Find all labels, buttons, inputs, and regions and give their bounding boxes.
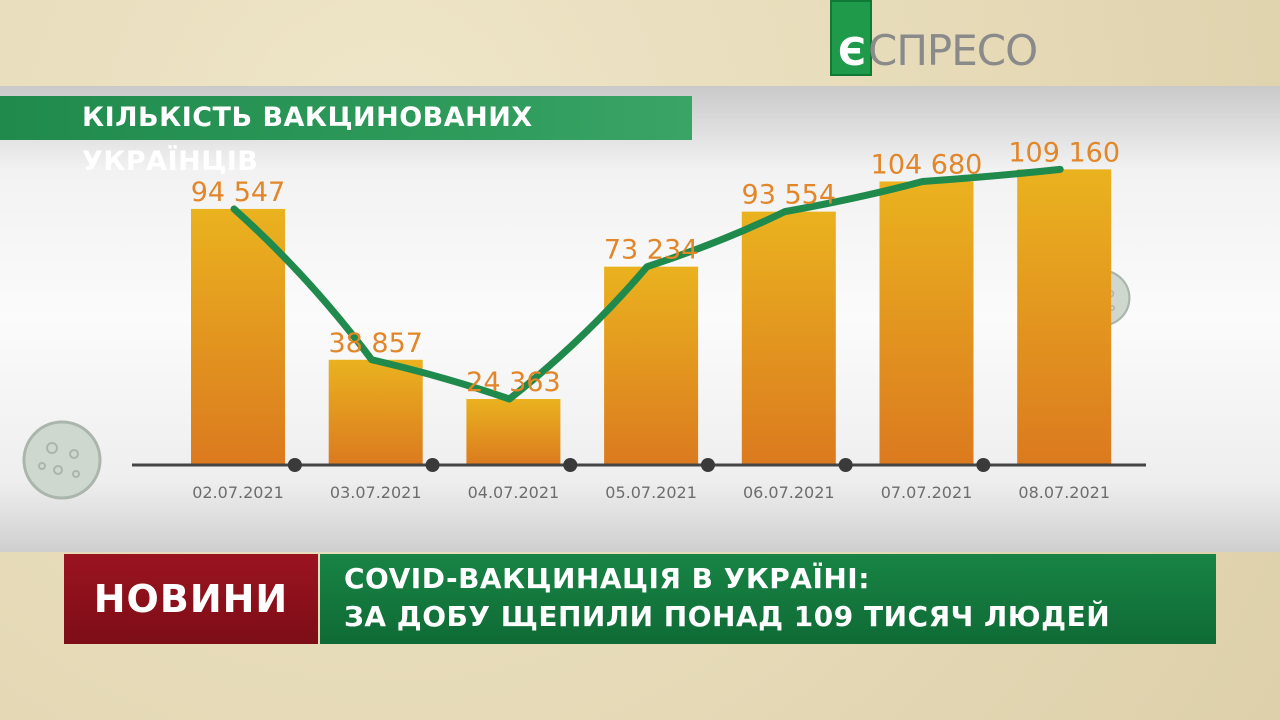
x-tick-label: 07.07.2021 xyxy=(881,483,973,502)
chart-title: КІЛЬКІСТЬ ВАКЦИНОВАНИХ УКРАЇНЦІВ xyxy=(0,96,692,177)
headline-box: COVID-ВАКЦИНАЦІЯ В УКРАЇНІ: ЗА ДОБУ ЩЕПИ… xyxy=(320,554,1216,644)
value-label: 94 547 xyxy=(191,177,285,208)
axis-dots-layer xyxy=(287,458,991,472)
value-label: 38 857 xyxy=(328,328,422,359)
bar-07.07.2021 xyxy=(879,181,974,465)
value-label: 109 160 xyxy=(1008,137,1120,168)
axis-dot xyxy=(287,458,302,472)
channel-logo: Є СПРЕСО xyxy=(830,0,1062,78)
value-label: 104 680 xyxy=(871,149,983,180)
value-labels-layer: 94 547 38 857 24 363 73 234 93 554 104 680 109… xyxy=(191,137,1120,398)
logo-letter: Є xyxy=(838,30,866,74)
axis-dot xyxy=(700,458,715,472)
news-tag: НОВИНИ xyxy=(64,554,318,644)
bar-03.07.2021 xyxy=(328,359,423,465)
axis-dot xyxy=(563,458,578,472)
logo-box: Є xyxy=(830,0,872,76)
x-tick-label: 04.07.2021 xyxy=(468,483,560,502)
bar-06.07.2021 xyxy=(741,211,836,465)
headline-line-2: ЗА ДОБУ ЩЕПИЛИ ПОНАД 109 ТИСЯЧ ЛЮДЕЙ xyxy=(344,600,1111,633)
value-label: 73 234 xyxy=(604,235,698,266)
x-tick-label: 06.07.2021 xyxy=(743,483,835,502)
value-label: 93 554 xyxy=(742,180,836,211)
bar-02.07.2021 xyxy=(191,208,285,465)
x-tick-label: 05.07.2021 xyxy=(605,483,697,502)
logo-text: СПРЕСО xyxy=(868,26,1038,75)
trend-line xyxy=(230,165,1064,403)
x-tick-label: 02.07.2021 xyxy=(192,483,284,502)
value-label: 24 363 xyxy=(466,367,560,398)
axis-dot xyxy=(976,458,991,472)
axis-dot xyxy=(425,458,440,472)
bar-04.07.2021 xyxy=(466,399,561,465)
x-tick-label: 08.07.2021 xyxy=(1018,483,1110,502)
headline-line-1: COVID-ВАКЦИНАЦІЯ В УКРАЇНІ: xyxy=(344,562,870,595)
axis-dot xyxy=(838,458,853,472)
trend-line-layer xyxy=(230,165,1064,403)
bar-08.07.2021 xyxy=(1017,169,1112,465)
tick-labels-layer: 02.07.2021 03.07.2021 04.07.2021 05.07.2021… xyxy=(192,483,1110,502)
virus-icon xyxy=(22,420,102,500)
bars-layer xyxy=(191,169,1112,465)
x-tick-label: 03.07.2021 xyxy=(330,483,422,502)
